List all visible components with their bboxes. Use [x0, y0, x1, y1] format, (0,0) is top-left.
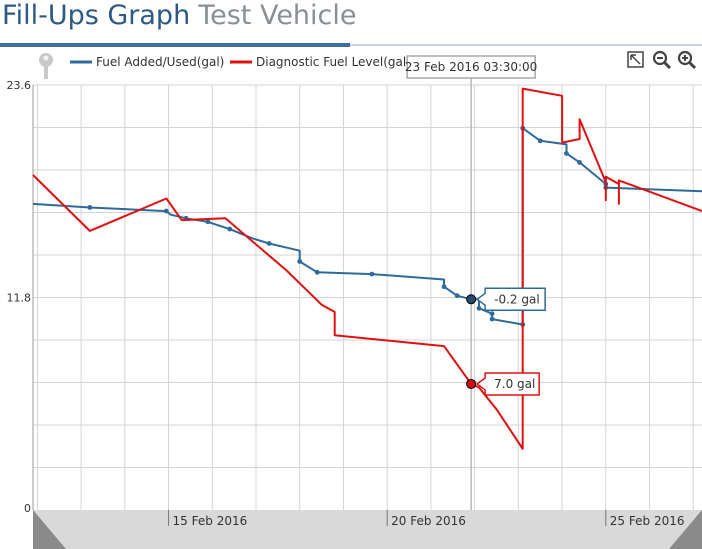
- title-rule-accent: [0, 43, 350, 47]
- legend: Fuel Added/Used(gal) Diagnostic Fuel Lev…: [70, 55, 411, 69]
- timestamp-tooltip: 23 Feb 2016 03:30:00: [405, 55, 537, 79]
- data-point: [266, 241, 272, 246]
- page-title: Fill-Ups Graph Test Vehicle: [2, 0, 357, 31]
- data-point: [489, 316, 495, 322]
- legend-item-diagnostic-fuel[interactable]: Diagnostic Fuel Level(gal): [230, 55, 411, 69]
- data-point: [205, 219, 211, 225]
- legend-item-fuel-added[interactable]: Fuel Added/Used(gal): [70, 55, 224, 69]
- data-point: [454, 293, 460, 299]
- grid: [32, 84, 702, 510]
- x-axis: 15 Feb 2016 20 Feb 2016 25 Feb 2016: [168, 510, 685, 528]
- navigator-left-handle[interactable]: [33, 510, 66, 549]
- x-tick-label: 25 Feb 2016: [610, 514, 685, 528]
- data-point: [476, 305, 482, 311]
- highlight-point: [466, 378, 477, 389]
- data-point: [537, 138, 543, 144]
- data-point: [577, 160, 582, 165]
- x-tick-label: 15 Feb 2016: [173, 514, 248, 528]
- vehicle-name: Test Vehicle: [198, 0, 357, 31]
- data-point: [369, 271, 375, 277]
- fuel-added-tooltip: -0.2 gal: [475, 287, 546, 312]
- timestamp-tooltip-text: 23 Feb 2016 03:30:00: [405, 60, 537, 74]
- navigator-track[interactable]: [33, 510, 702, 549]
- y-axis: 0 11.8 23.6: [7, 79, 32, 515]
- diagnostic-fuel-tooltip-text: 7.0 gal: [494, 377, 535, 391]
- data-point: [87, 205, 93, 210]
- page-title-text: Fill-Ups Graph: [2, 0, 191, 31]
- data-point: [441, 284, 447, 290]
- navigator[interactable]: [33, 510, 702, 549]
- x-tick-label: 20 Feb 2016: [391, 514, 466, 528]
- diagnostic-fuel-line: [32, 87, 702, 450]
- reset-zoom-icon[interactable]: [627, 51, 644, 68]
- data-point: [314, 269, 320, 275]
- data-point: [489, 311, 495, 317]
- fillups-chart[interactable]: 15 Feb 2016 20 Feb 2016 25 Feb 2016 0 11.8 2…: [0, 48, 702, 549]
- legend-label-diagnostic-fuel: Diagnostic Fuel Level(gal): [256, 55, 411, 69]
- timestamp-tooltip-box: [406, 55, 536, 79]
- fuel-added-tooltip-box: [475, 287, 546, 312]
- y-tick-label: 0: [24, 502, 31, 515]
- series-layer: [32, 87, 702, 450]
- diagnostic-fuel-tooltip-box: [475, 372, 540, 396]
- highlight-point: [466, 294, 477, 305]
- data-point: [163, 208, 169, 214]
- diagnostic-fuel-tooltip: 7.0 gal: [475, 372, 540, 396]
- zoom-in-icon[interactable]: [677, 50, 697, 70]
- fuel-added-line: [32, 127, 702, 326]
- data-point: [564, 151, 569, 156]
- navigator-right-handle[interactable]: [669, 510, 702, 549]
- title-rule: [0, 44, 702, 46]
- fuel-added-tooltip-text: -0.2 gal: [494, 292, 540, 306]
- y-tick-label: 23.6: [7, 79, 32, 92]
- data-point: [297, 259, 303, 264]
- zoom-out-icon[interactable]: [652, 50, 672, 70]
- title-bar: Fill-Ups Graph Test Vehicle: [0, 0, 702, 48]
- y-tick-label: 11.8: [7, 292, 32, 305]
- legend-label-fuel-added: Fuel Added/Used(gal): [96, 55, 224, 69]
- data-point: [227, 226, 233, 232]
- key-icon[interactable]: [39, 53, 53, 79]
